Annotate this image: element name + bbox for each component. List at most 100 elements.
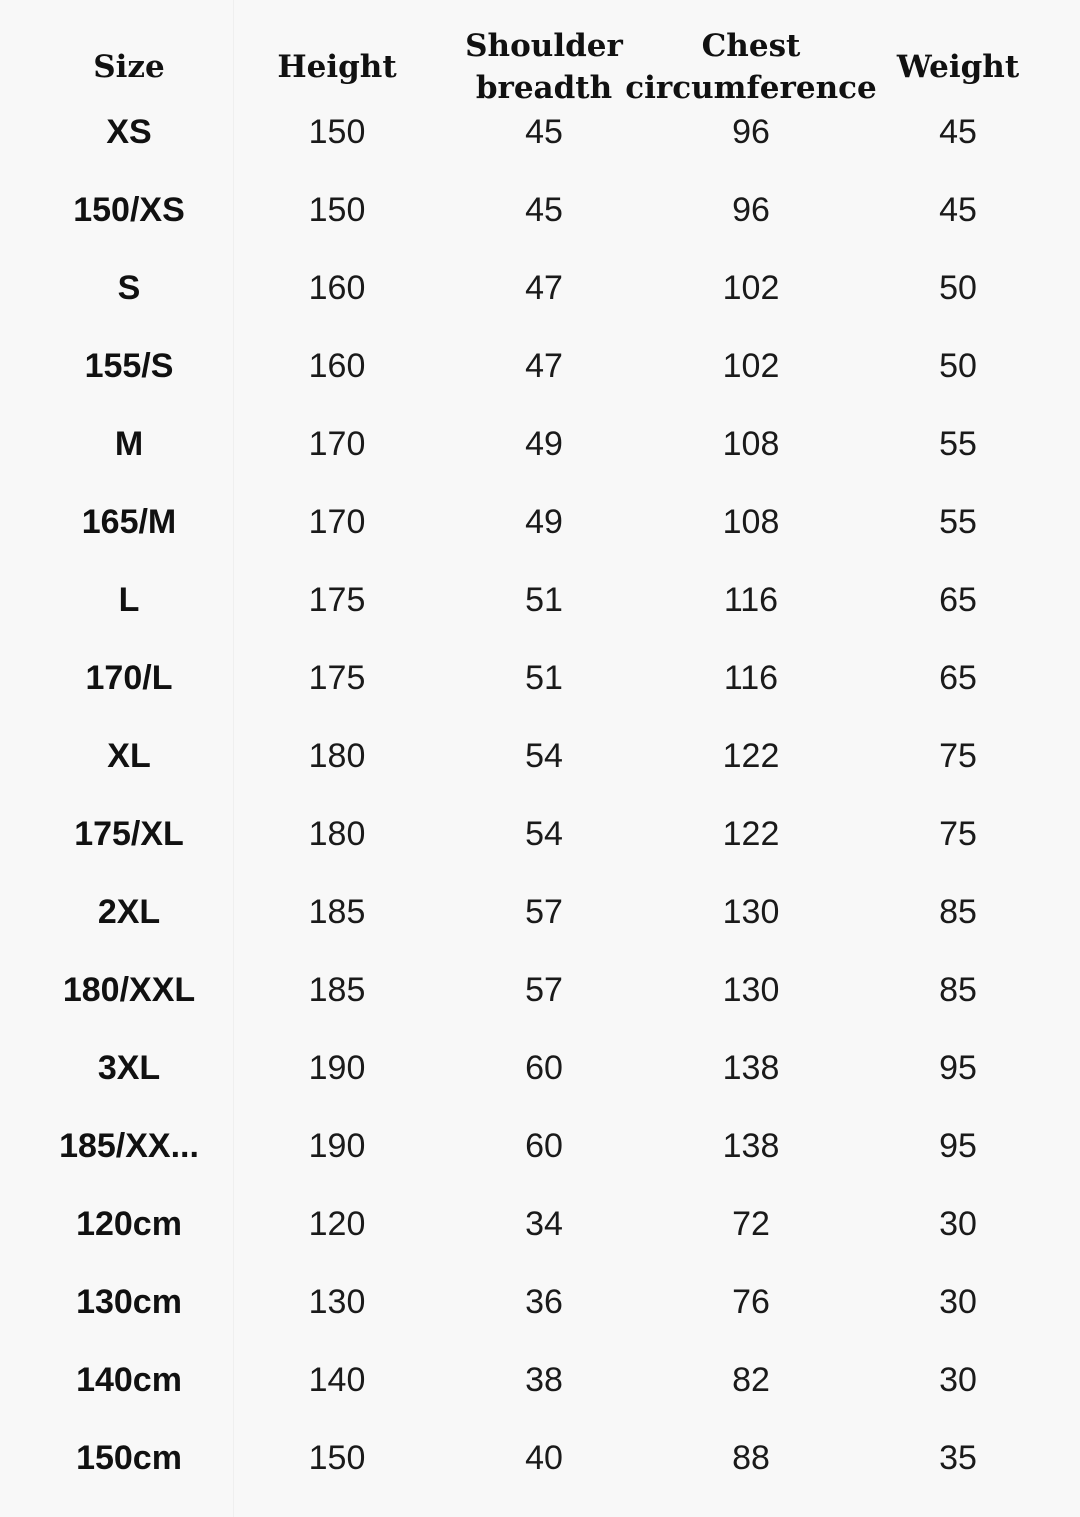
cell-size: S (117, 269, 141, 307)
cell-weight: 95 (939, 1049, 977, 1087)
table-row: 150/XS 150 45 96 45 (0, 171, 1080, 249)
cell-shoulder-breadth: 51 (525, 581, 563, 619)
cell-chest-circumference: 138 (722, 1049, 780, 1087)
cell-chest-circumference: 96 (732, 113, 770, 151)
cell-weight: 35 (939, 1439, 977, 1477)
cell-weight: 65 (939, 581, 977, 619)
cell-chest-circumference: 82 (732, 1361, 770, 1399)
cell-shoulder-breadth: 57 (525, 893, 563, 931)
cell-shoulder-breadth: 49 (525, 503, 563, 541)
cell-shoulder-breadth: 34 (525, 1205, 563, 1243)
cell-chest-circumference: 122 (722, 815, 780, 853)
cell-weight: 30 (939, 1283, 977, 1321)
cell-shoulder-breadth: 54 (525, 815, 563, 853)
cell-shoulder-breadth: 54 (525, 737, 563, 775)
cell-size: 175/XL (74, 815, 184, 853)
cell-chest-circumference: 72 (732, 1205, 770, 1243)
cell-size: 120cm (76, 1205, 182, 1243)
header-line: Chest (701, 28, 801, 64)
header-line: breadth (475, 70, 613, 106)
cell-size: 165/M (81, 503, 177, 541)
table-row: 3XL 190 60 138 95 (0, 1029, 1080, 1107)
cell-height: 170 (308, 503, 366, 541)
cell-chest-circumference: 138 (722, 1127, 780, 1165)
column-divider (233, 0, 234, 1517)
cell-size: 170/L (85, 659, 173, 697)
cell-size: 2XL (97, 893, 161, 931)
table-row: 170/L 175 51 116 65 (0, 639, 1080, 717)
header-line: circumference (625, 70, 877, 106)
cell-chest-circumference: 108 (722, 503, 780, 541)
table-row: M 170 49 108 55 (0, 405, 1080, 483)
cell-shoulder-breadth: 47 (525, 347, 563, 385)
cell-shoulder-breadth: 57 (525, 971, 563, 1009)
cell-shoulder-breadth: 51 (525, 659, 563, 697)
cell-weight: 95 (939, 1127, 977, 1165)
cell-chest-circumference: 102 (722, 269, 780, 307)
cell-shoulder-breadth: 47 (525, 269, 563, 307)
cell-weight: 30 (939, 1205, 977, 1243)
cell-weight: 45 (939, 191, 977, 229)
cell-chest-circumference: 130 (722, 971, 780, 1009)
cell-shoulder-breadth: 45 (525, 113, 563, 151)
cell-height: 140 (308, 1361, 366, 1399)
cell-weight: 85 (939, 893, 977, 931)
cell-shoulder-breadth: 38 (525, 1361, 563, 1399)
table-row: S 160 47 102 50 (0, 249, 1080, 327)
header-line: Weight (896, 49, 1020, 85)
cell-size: 150/XS (73, 191, 185, 229)
cell-size: 180/XXL (62, 971, 196, 1009)
table-row: 120cm 120 34 72 30 (0, 1185, 1080, 1263)
table-row: XL 180 54 122 75 (0, 717, 1080, 795)
cell-shoulder-breadth: 45 (525, 191, 563, 229)
cell-weight: 55 (939, 425, 977, 463)
cell-weight: 50 (939, 347, 977, 385)
table-row: 150cm 150 40 88 35 (0, 1419, 1080, 1497)
cell-chest-circumference: 122 (722, 737, 780, 775)
cell-size: 130cm (76, 1283, 182, 1321)
cell-size: M (114, 425, 144, 463)
cell-chest-circumference: 116 (723, 659, 779, 697)
cell-chest-circumference: 88 (732, 1439, 770, 1477)
cell-height: 190 (308, 1049, 366, 1087)
cell-size: 150cm (76, 1439, 182, 1477)
cell-size: XS (106, 113, 152, 151)
cell-size: 3XL (97, 1049, 161, 1087)
cell-size: XL (107, 737, 151, 775)
cell-weight: 50 (939, 269, 977, 307)
table-row: 2XL 185 57 130 85 (0, 873, 1080, 951)
cell-size: 185/XX... (59, 1127, 199, 1165)
cell-height: 175 (308, 581, 366, 619)
table-row: 180/XXL 185 57 130 85 (0, 951, 1080, 1029)
cell-shoulder-breadth: 60 (525, 1049, 563, 1087)
cell-chest-circumference: 108 (722, 425, 780, 463)
cell-height: 185 (308, 971, 366, 1009)
header-size: Size (93, 22, 165, 112)
cell-height: 175 (308, 659, 366, 697)
table-row: 185/XX... 190 60 138 95 (0, 1107, 1080, 1185)
table-row: L 175 51 116 65 (0, 561, 1080, 639)
cell-height: 160 (308, 347, 366, 385)
cell-weight: 45 (939, 113, 977, 151)
cell-height: 180 (308, 737, 366, 775)
table-row: XS 150 45 96 45 (0, 93, 1080, 171)
cell-height: 185 (308, 893, 366, 931)
cell-shoulder-breadth: 49 (525, 425, 563, 463)
table-row: 130cm 130 36 76 30 (0, 1263, 1080, 1341)
cell-shoulder-breadth: 36 (525, 1283, 563, 1321)
cell-height: 150 (308, 191, 366, 229)
cell-weight: 85 (939, 971, 977, 1009)
table-row: 140cm 140 38 82 30 (0, 1341, 1080, 1419)
cell-weight: 55 (939, 503, 977, 541)
cell-chest-circumference: 76 (732, 1283, 770, 1321)
header-chest-circumference: Chest circumference (625, 22, 876, 112)
cell-height: 190 (308, 1127, 366, 1165)
cell-chest-circumference: 102 (722, 347, 780, 385)
cell-height: 170 (308, 425, 366, 463)
header-weight: Weight (897, 22, 1019, 112)
cell-chest-circumference: 96 (732, 191, 770, 229)
cell-height: 130 (308, 1283, 366, 1321)
cell-weight: 65 (939, 659, 977, 697)
cell-height: 180 (308, 815, 366, 853)
cell-weight: 30 (939, 1361, 977, 1399)
